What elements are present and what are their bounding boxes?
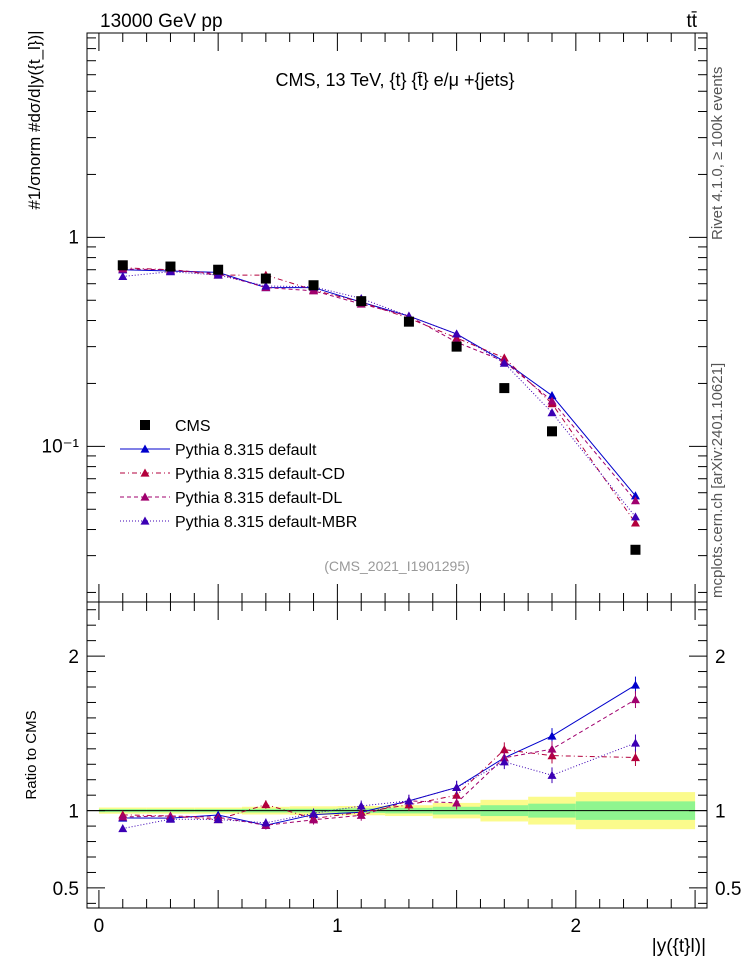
ratio-marker (499, 745, 509, 754)
y-tick-label: 1 (68, 227, 79, 248)
ratio-panel: 0.5 0.5 1 1 2 2 Ratio to CMS (23, 601, 741, 909)
ratio-series (118, 676, 640, 833)
data-point (630, 544, 641, 555)
ratio-marker (630, 680, 640, 689)
ratio-marker (118, 824, 128, 833)
data-point (213, 264, 224, 275)
data-point (117, 260, 128, 271)
ratio-marker (118, 812, 128, 821)
ratio-y-tick-label-right: 1 (715, 802, 726, 823)
data-point (356, 296, 367, 307)
series-marker (499, 358, 509, 367)
x-tick-label: 2 (571, 916, 582, 937)
main-ticks: 1 10⁻¹ (42, 33, 707, 602)
ratio-marker (547, 770, 557, 779)
plot-title: CMS, 13 TeV, {t} {t̄} e/μ +{jets} (275, 70, 514, 90)
series-marker (547, 391, 557, 400)
ratio-y-tick-label: 0.5 (53, 879, 79, 900)
ratio-marker (499, 757, 509, 766)
legend-marker (140, 444, 150, 453)
ratio-frame (86, 601, 708, 909)
series-marker (630, 496, 640, 505)
ratio-marker (630, 753, 640, 762)
series-line (122, 269, 636, 497)
legend: CMS Pythia 8.315 default Pythia 8.315 defa… (120, 418, 357, 531)
mcplots-label: mcplots.cern.ch [arXiv:2401.10621] (709, 363, 726, 598)
ratio-y-tick-label-right: 0.5 (715, 879, 741, 900)
y-tick-label: 10⁻¹ (42, 436, 80, 457)
series-line (122, 267, 636, 524)
data-point (547, 426, 557, 437)
series-marker (452, 329, 462, 338)
legend-label: Pythia 8.315 default-DL (175, 490, 342, 507)
series-marker (630, 512, 640, 521)
header-energy: 13000 GeV pp (100, 11, 223, 32)
legend-marker (140, 492, 150, 501)
ratio-marker (547, 744, 557, 753)
ratio-marker (356, 810, 366, 819)
legend-label-data: CMS (175, 418, 211, 435)
ratio-y-tick-label-right: 2 (715, 647, 726, 668)
data-point (403, 316, 414, 327)
legend-label: Pythia 8.315 default-CD (175, 466, 345, 483)
data-point (260, 273, 271, 284)
y-label-main: #1/σnorm #dσ/d|y({t_l})| (25, 30, 44, 209)
series-marker (547, 396, 557, 405)
ratio-marker (630, 738, 640, 747)
data-point (308, 280, 319, 291)
x-tick-label: 1 (332, 916, 343, 937)
main-panel: 110⁻¹ CMS, 13 TeV, {t} {t̄} e/μ +{jets} … (25, 30, 708, 603)
ratio-marker (452, 790, 462, 799)
ratio-y-tick-label: 1 (68, 802, 79, 823)
ratio-marker (261, 800, 271, 809)
series-line (122, 268, 636, 501)
ratio-bands (87, 792, 707, 830)
ratio-ticks: 0.5 0.5 1 1 2 2 (53, 602, 741, 908)
data-point (499, 383, 510, 394)
series-marker (261, 281, 271, 290)
rivet-label: Rivet 4.1.0, ≥ 100k events (709, 67, 726, 240)
ratio-marker (213, 814, 223, 824)
x-tick-label: 0 (94, 916, 105, 937)
ratio-marker (630, 695, 640, 704)
main-series (118, 263, 640, 527)
ratio-marker (309, 808, 319, 817)
ratio-marker (404, 796, 414, 805)
series-marker (630, 491, 640, 500)
watermark: (CMS_2021_I1901295) (324, 558, 470, 574)
ratio-marker (356, 801, 366, 810)
ratio-marker (165, 814, 175, 823)
main-data-points (117, 260, 641, 555)
ratio-y-tick-label: 2 (68, 647, 79, 668)
x-tick-labels: 0 1 2 (94, 916, 582, 937)
legend-label: Pythia 8.315 default (175, 442, 317, 459)
ratio-marker (309, 815, 319, 824)
ratio-marker (261, 818, 271, 827)
legend-marker (140, 516, 150, 525)
legend-label: Pythia 8.315 default-MBR (175, 514, 357, 531)
legend-marker-data (140, 420, 150, 430)
legend-marker (140, 468, 150, 477)
header-process: tt̄ (686, 11, 697, 32)
data-point (165, 261, 176, 272)
ratio-marker (547, 731, 557, 740)
ratio-marker (452, 782, 462, 792)
series-marker (118, 271, 128, 281)
series-marker (547, 408, 557, 417)
series-marker (630, 518, 640, 527)
data-point (451, 341, 462, 352)
ratio-marker (452, 798, 462, 807)
x-label: |y({t}l)| (652, 936, 706, 957)
y-label-ratio: Ratio to CMS (23, 710, 40, 799)
